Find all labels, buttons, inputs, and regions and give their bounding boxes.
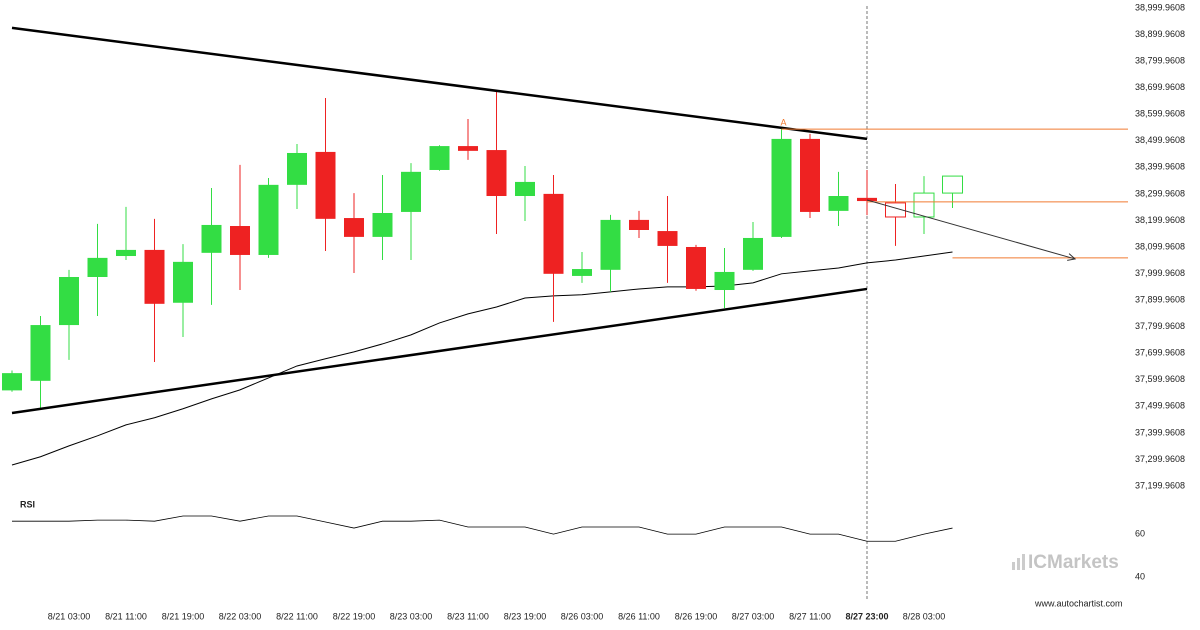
candle-body — [144, 249, 165, 304]
y-tick-label: 38,599.9608 — [1135, 109, 1185, 119]
candle-body — [116, 249, 136, 257]
candle-body — [287, 152, 307, 185]
rsi-line — [12, 515, 953, 542]
candle-body — [429, 146, 450, 170]
candle-body — [515, 181, 535, 197]
y-tick-label: 40 — [1135, 572, 1145, 582]
candle-body — [913, 192, 935, 218]
candle-body — [2, 373, 22, 391]
x-tick-label: 8/21 03:00 — [48, 611, 91, 621]
y-tick-label: 37,999.9608 — [1135, 268, 1185, 278]
candle-body — [458, 146, 478, 151]
candle-body — [942, 175, 963, 194]
candle-body — [714, 271, 735, 291]
trend-line — [11, 26, 868, 141]
x-tick-label: 8/22 11:00 — [276, 611, 318, 621]
y-tick-label: 38,199.9608 — [1135, 215, 1185, 225]
candle-body — [857, 197, 877, 202]
y-tick-label: 38,499.9608 — [1135, 135, 1185, 145]
y-tick-label: 38,899.9608 — [1135, 29, 1185, 39]
x-tick-label: 8/22 19:00 — [333, 611, 376, 621]
x-tick-label: 8/21 11:00 — [105, 611, 147, 621]
x-tick-label: 8/26 19:00 — [675, 611, 718, 621]
y-tick-label: 37,599.9608 — [1135, 374, 1185, 384]
y-tick-label: 38,099.9608 — [1135, 241, 1185, 251]
x-tick-label: 8/23 03:00 — [390, 611, 433, 621]
x-tick-label: 8/26 03:00 — [561, 611, 604, 621]
y-tick-label: 38,799.9608 — [1135, 55, 1185, 65]
forecast-arrow — [866, 199, 1076, 260]
candle-body — [572, 269, 592, 276]
x-tick-label: 8/26 11:00 — [618, 611, 660, 621]
y-tick-label: 38,399.9608 — [1135, 162, 1185, 172]
candle-body — [486, 150, 507, 197]
candle-body — [657, 231, 678, 246]
x-tick-label: 8/21 19:00 — [162, 611, 205, 621]
x-tick-label: 8/27 03:00 — [732, 611, 775, 621]
candle-body — [686, 246, 706, 289]
candle-body — [173, 261, 193, 303]
x-tick-label: 8/28 03:00 — [903, 611, 946, 621]
x-tick-label: 8/23 19:00 — [504, 611, 547, 621]
candle-body — [743, 237, 763, 270]
y-tick-label: 38,299.9608 — [1135, 188, 1185, 198]
y-tick-label: 37,499.9608 — [1135, 401, 1185, 411]
y-tick-label: 38,699.9608 — [1135, 82, 1185, 92]
candle-body — [30, 325, 51, 381]
candle-body — [201, 224, 222, 253]
y-tick-label: 37,899.9608 — [1135, 294, 1185, 304]
source: www.autochartist.com — [1034, 598, 1123, 608]
y-tick-label: 37,299.9608 — [1135, 454, 1185, 464]
candle-body — [315, 151, 336, 219]
x-tick-label: 8/22 03:00 — [219, 611, 262, 621]
candle-body — [828, 196, 849, 211]
moving-average — [11, 251, 953, 466]
candle-body — [258, 184, 279, 255]
arrow-head — [1067, 253, 1077, 261]
y-tick-label: 38,999.9608 — [1135, 2, 1185, 12]
candle-body — [87, 257, 108, 277]
candle-body — [600, 219, 621, 270]
y-tick-label: 37,399.9608 — [1135, 427, 1185, 437]
candle-body — [800, 138, 820, 212]
candle-body — [771, 138, 792, 237]
y-tick-label: 37,799.9608 — [1135, 321, 1185, 331]
candle-body — [629, 219, 649, 230]
y-tick-label: 60 — [1135, 528, 1145, 538]
candle-body — [344, 218, 364, 237]
y-tick-label: 37,199.9608 — [1135, 480, 1185, 490]
annotation: A — [780, 117, 786, 127]
watermark-icon — [1012, 554, 1025, 570]
candle-body — [543, 193, 564, 274]
watermark: ICMarkets — [1028, 552, 1119, 573]
y-tick-label: 37,699.9608 — [1135, 348, 1185, 358]
x-tick-label: 8/23 11:00 — [447, 611, 489, 621]
rsi-label: RSI — [20, 499, 35, 509]
x-tick-label: 8/27 23:00 — [845, 611, 888, 621]
candle-body — [59, 276, 79, 326]
candle-body — [372, 212, 393, 237]
trend-line — [11, 287, 868, 415]
candle-body — [401, 171, 421, 212]
x-tick-label: 8/27 11:00 — [789, 611, 831, 621]
candle-body — [230, 226, 250, 255]
